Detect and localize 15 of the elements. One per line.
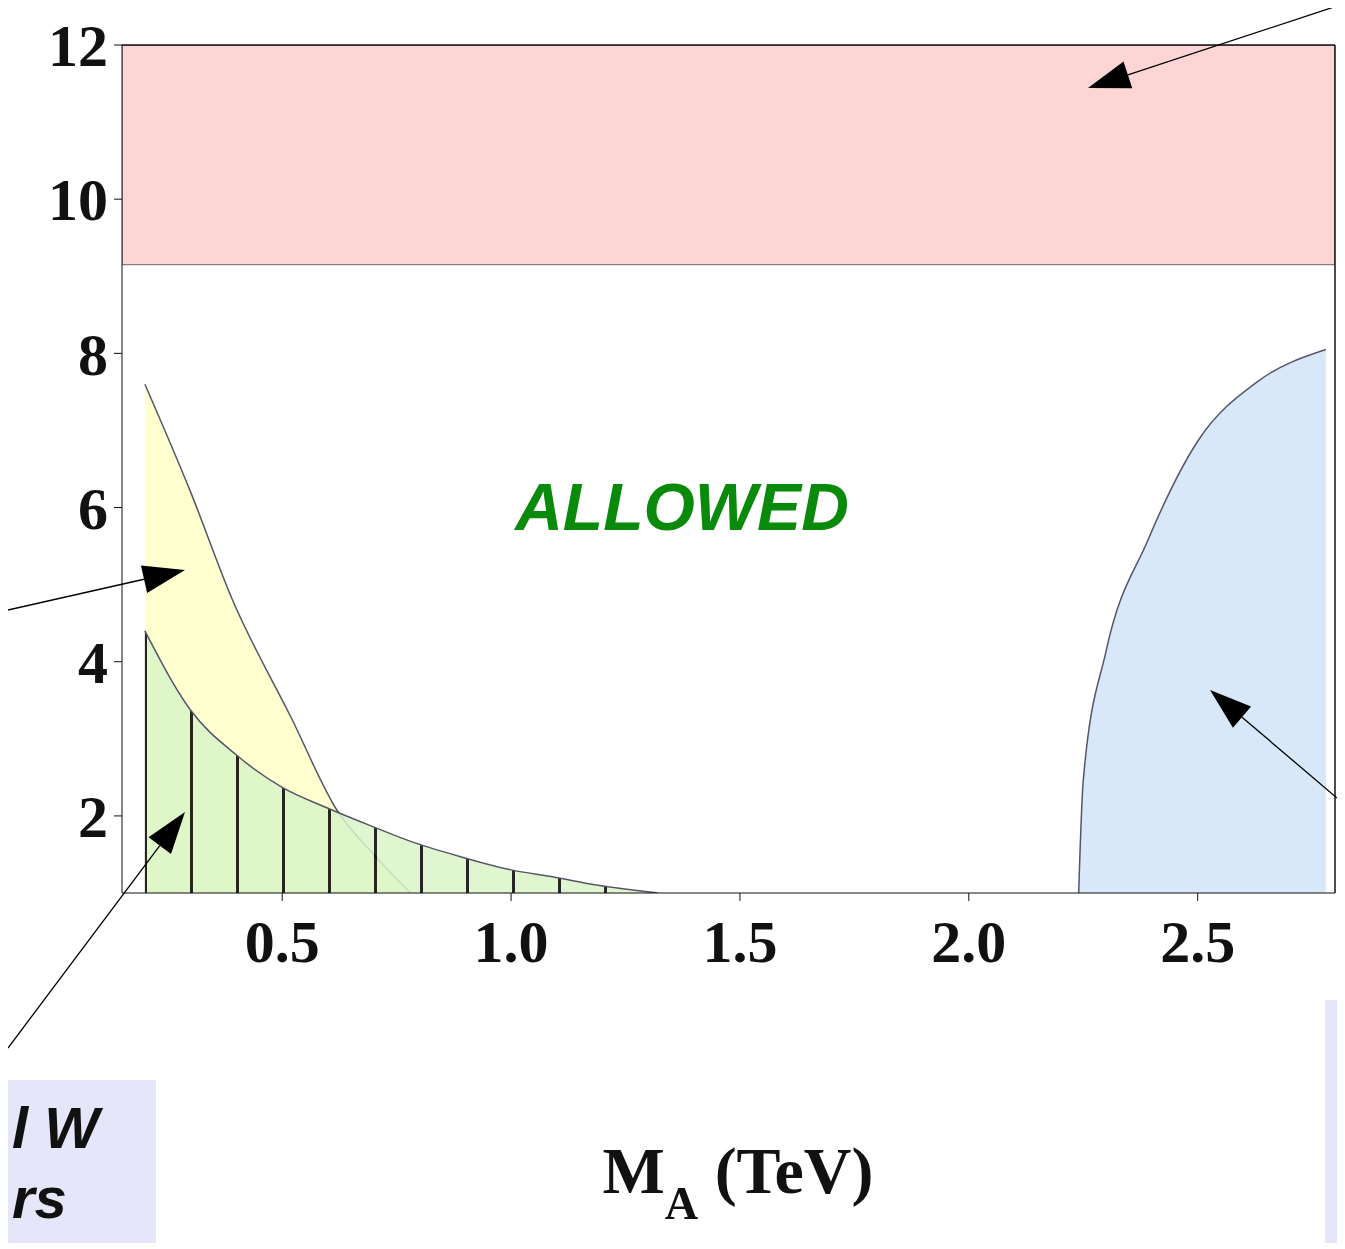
x-tick-label: 1.5: [702, 908, 778, 975]
text: l W: [12, 1095, 104, 1160]
annotation: ALLOWED: [513, 470, 849, 544]
text: rs: [12, 1165, 67, 1230]
y-tick-label: 12: [48, 13, 108, 80]
x-tick-label: 2.0: [931, 908, 1007, 975]
y-tick-label: 8: [78, 321, 108, 388]
x-tick-label: 0.5: [244, 908, 320, 975]
y-tick-label: 6: [78, 475, 108, 542]
x-tick-label: 2.5: [1160, 908, 1236, 975]
y-tick-label: 2: [78, 784, 108, 851]
x-tick-label: 1.0: [473, 908, 549, 975]
y-tick-label: 10: [48, 167, 108, 234]
x-axis-title: M$_{A}$ (TeV): [602, 1134, 874, 1229]
y-tick-label: 4: [78, 630, 108, 697]
